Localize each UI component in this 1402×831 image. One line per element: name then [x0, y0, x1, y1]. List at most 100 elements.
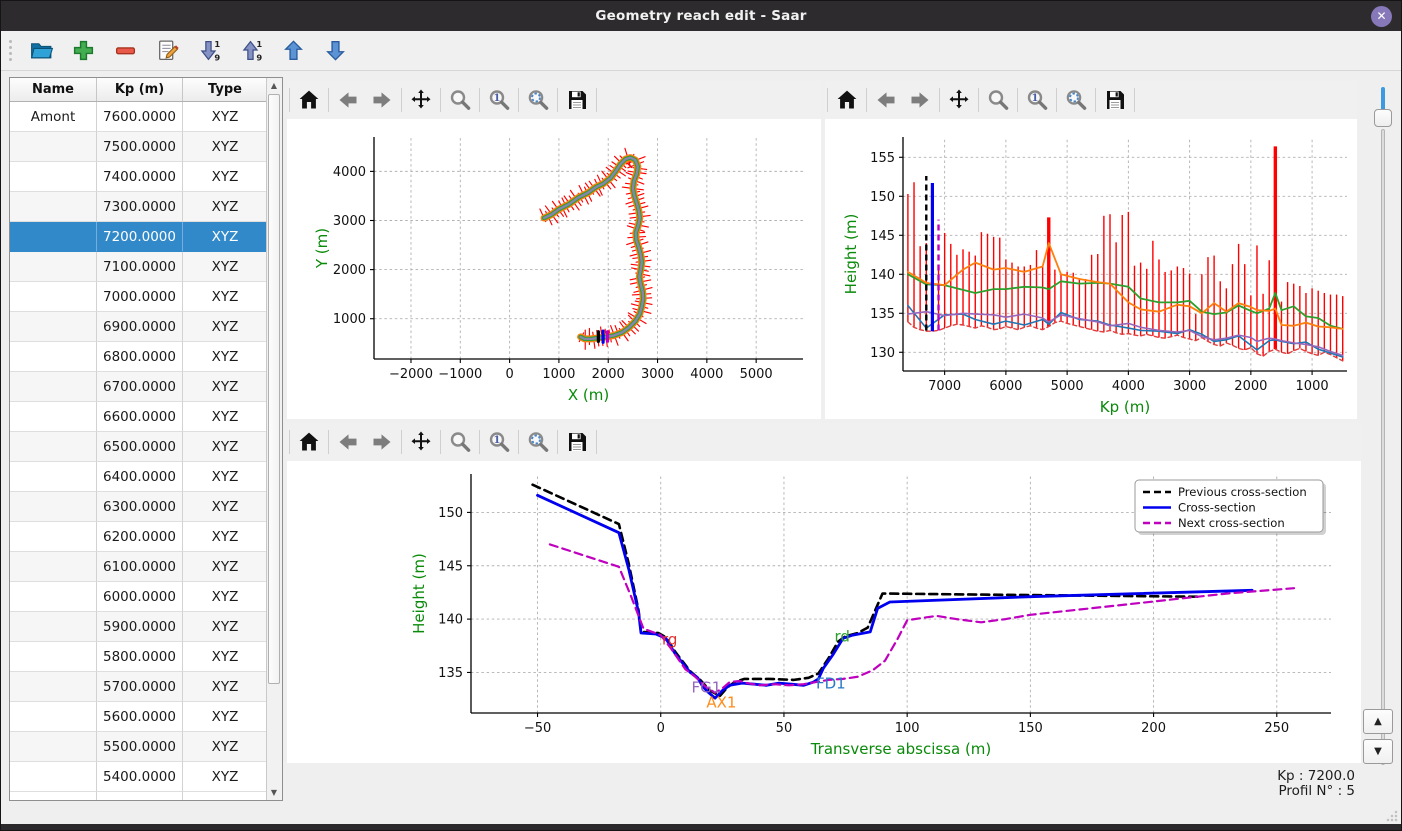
cell-type[interactable]: XYZ — [183, 222, 268, 252]
cell-kp[interactable]: 6200.0000 — [97, 522, 183, 552]
cell-kp[interactable]: 6900.0000 — [97, 312, 183, 342]
cell-kp[interactable]: 6300.0000 — [97, 492, 183, 522]
pan-button[interactable] — [942, 84, 976, 116]
cross-section-canvas[interactable]: rg FG1 AX1 FD1 rd Previous cross-section Cross… — [287, 461, 1361, 763]
cell-kp[interactable]: 7200.0000 — [97, 222, 183, 252]
cell-kp[interactable]: 5400.0000 — [97, 762, 183, 792]
home-button[interactable] — [292, 84, 326, 116]
table-row[interactable]: 6700.0000 XYZ — [10, 372, 282, 402]
cell-type[interactable]: XYZ — [183, 342, 268, 372]
cell-kp[interactable]: 5600.0000 — [97, 702, 183, 732]
cell-name[interactable] — [10, 612, 97, 642]
table-row[interactable]: 7500.0000 XYZ — [10, 132, 282, 162]
cell-kp[interactable]: 7300.0000 — [97, 192, 183, 222]
zoom-button[interactable] — [443, 84, 477, 116]
cell-name[interactable] — [10, 762, 97, 792]
cell-type[interactable]: XYZ — [183, 312, 268, 342]
cell-name[interactable] — [10, 642, 97, 672]
cell-type[interactable]: XYZ — [183, 192, 268, 222]
edit-button[interactable] — [152, 36, 182, 66]
table-row[interactable]: 7100.0000 XYZ — [10, 252, 282, 282]
cell-name[interactable] — [10, 672, 97, 702]
zoom-button[interactable] — [981, 84, 1015, 116]
cell-type[interactable]: XYZ — [183, 672, 268, 702]
back-button[interactable] — [331, 84, 365, 116]
table-row[interactable]: 7300.0000 XYZ — [10, 192, 282, 222]
previous-profile-button[interactable]: ▲ — [1363, 709, 1393, 734]
table-row[interactable]: 6200.0000 XYZ — [10, 522, 282, 552]
cell-kp[interactable]: 7000.0000 — [97, 282, 183, 312]
zoom-fit-button[interactable] — [521, 84, 555, 116]
cell-kp[interactable]: 6800.0000 — [97, 342, 183, 372]
cell-type[interactable]: XYZ — [183, 732, 268, 762]
cell-name[interactable] — [10, 402, 97, 432]
forward-button[interactable] — [365, 426, 399, 458]
save-button[interactable] — [560, 84, 594, 116]
cell-kp[interactable]: 7600.0000 — [97, 102, 183, 132]
toolbar-grip[interactable] — [9, 40, 12, 61]
cell-kp[interactable]: 6000.0000 — [97, 582, 183, 612]
table-row[interactable]: 7400.0000 XYZ — [10, 162, 282, 192]
zoom-fit-button[interactable] — [521, 426, 555, 458]
zoom-button[interactable] — [443, 426, 477, 458]
open-button[interactable] — [26, 36, 56, 66]
cell-name[interactable] — [10, 222, 97, 252]
cell-kp[interactable]: 5900.0000 — [97, 612, 183, 642]
cell-kp[interactable]: 6100.0000 — [97, 552, 183, 582]
cell-type[interactable]: XYZ — [183, 372, 268, 402]
table-row[interactable]: 6800.0000 XYZ — [10, 342, 282, 372]
cell-name[interactable] — [10, 522, 97, 552]
cell-kp[interactable]: 6400.0000 — [97, 462, 183, 492]
slider-handle[interactable] — [1374, 109, 1392, 127]
cell-name[interactable] — [10, 282, 97, 312]
back-button[interactable] — [331, 426, 365, 458]
cell-name[interactable] — [10, 372, 97, 402]
table-row[interactable]: 5800.0000 XYZ — [10, 642, 282, 672]
remove-button[interactable] — [110, 36, 140, 66]
next-profile-button[interactable]: ▼ — [1363, 739, 1393, 764]
cell-name[interactable] — [10, 732, 97, 762]
table-row[interactable] — [10, 792, 282, 800]
cell-type[interactable]: XYZ — [183, 702, 268, 732]
column-header-name[interactable]: Name — [10, 78, 97, 101]
column-header-type[interactable]: Type — [183, 78, 268, 101]
forward-button[interactable] — [365, 84, 399, 116]
zoom-one-button[interactable]: 1 — [1020, 84, 1054, 116]
table-row[interactable]: 5600.0000 XYZ — [10, 702, 282, 732]
zoom-one-button[interactable]: 1 — [482, 426, 516, 458]
table-scrollbar[interactable]: ▲ ▼ — [266, 78, 282, 800]
table-row[interactable]: 6500.0000 XYZ — [10, 432, 282, 462]
cell-type[interactable]: XYZ — [183, 522, 268, 552]
table-row[interactable]: 7000.0000 XYZ — [10, 282, 282, 312]
scroll-down-icon[interactable]: ▼ — [267, 785, 281, 800]
cell-name[interactable] — [10, 132, 97, 162]
table-row[interactable]: 5900.0000 XYZ — [10, 612, 282, 642]
cell-name[interactable] — [10, 462, 97, 492]
cell-name[interactable] — [10, 342, 97, 372]
save-button[interactable] — [560, 426, 594, 458]
cell-type[interactable]: XYZ — [183, 402, 268, 432]
table-row[interactable]: 6900.0000 XYZ — [10, 312, 282, 342]
table-row[interactable]: 5500.0000 XYZ — [10, 732, 282, 762]
cell-type[interactable]: XYZ — [183, 252, 268, 282]
cell-kp[interactable]: 7500.0000 — [97, 132, 183, 162]
cell-kp[interactable]: 6700.0000 — [97, 372, 183, 402]
scroll-up-icon[interactable]: ▲ — [267, 78, 281, 93]
cell-kp[interactable]: 6600.0000 — [97, 402, 183, 432]
table-row[interactable]: 5400.0000 XYZ — [10, 762, 282, 792]
move-up-button[interactable] — [278, 36, 308, 66]
cell-type[interactable]: XYZ — [183, 162, 268, 192]
home-button[interactable] — [830, 84, 864, 116]
cell-kp[interactable]: 7400.0000 — [97, 162, 183, 192]
home-button[interactable] — [292, 426, 326, 458]
cell-name[interactable] — [10, 552, 97, 582]
cell-kp[interactable]: 5700.0000 — [97, 672, 183, 702]
cell-name[interactable] — [10, 162, 97, 192]
column-header-kp-m-[interactable]: Kp (m) — [97, 78, 183, 101]
table-row[interactable]: 6300.0000 XYZ — [10, 492, 282, 522]
pan-button[interactable] — [404, 426, 438, 458]
table-row[interactable]: 7200.0000 XYZ — [10, 222, 282, 252]
cell-name[interactable] — [10, 582, 97, 612]
close-button[interactable]: ✕ — [1371, 5, 1392, 27]
